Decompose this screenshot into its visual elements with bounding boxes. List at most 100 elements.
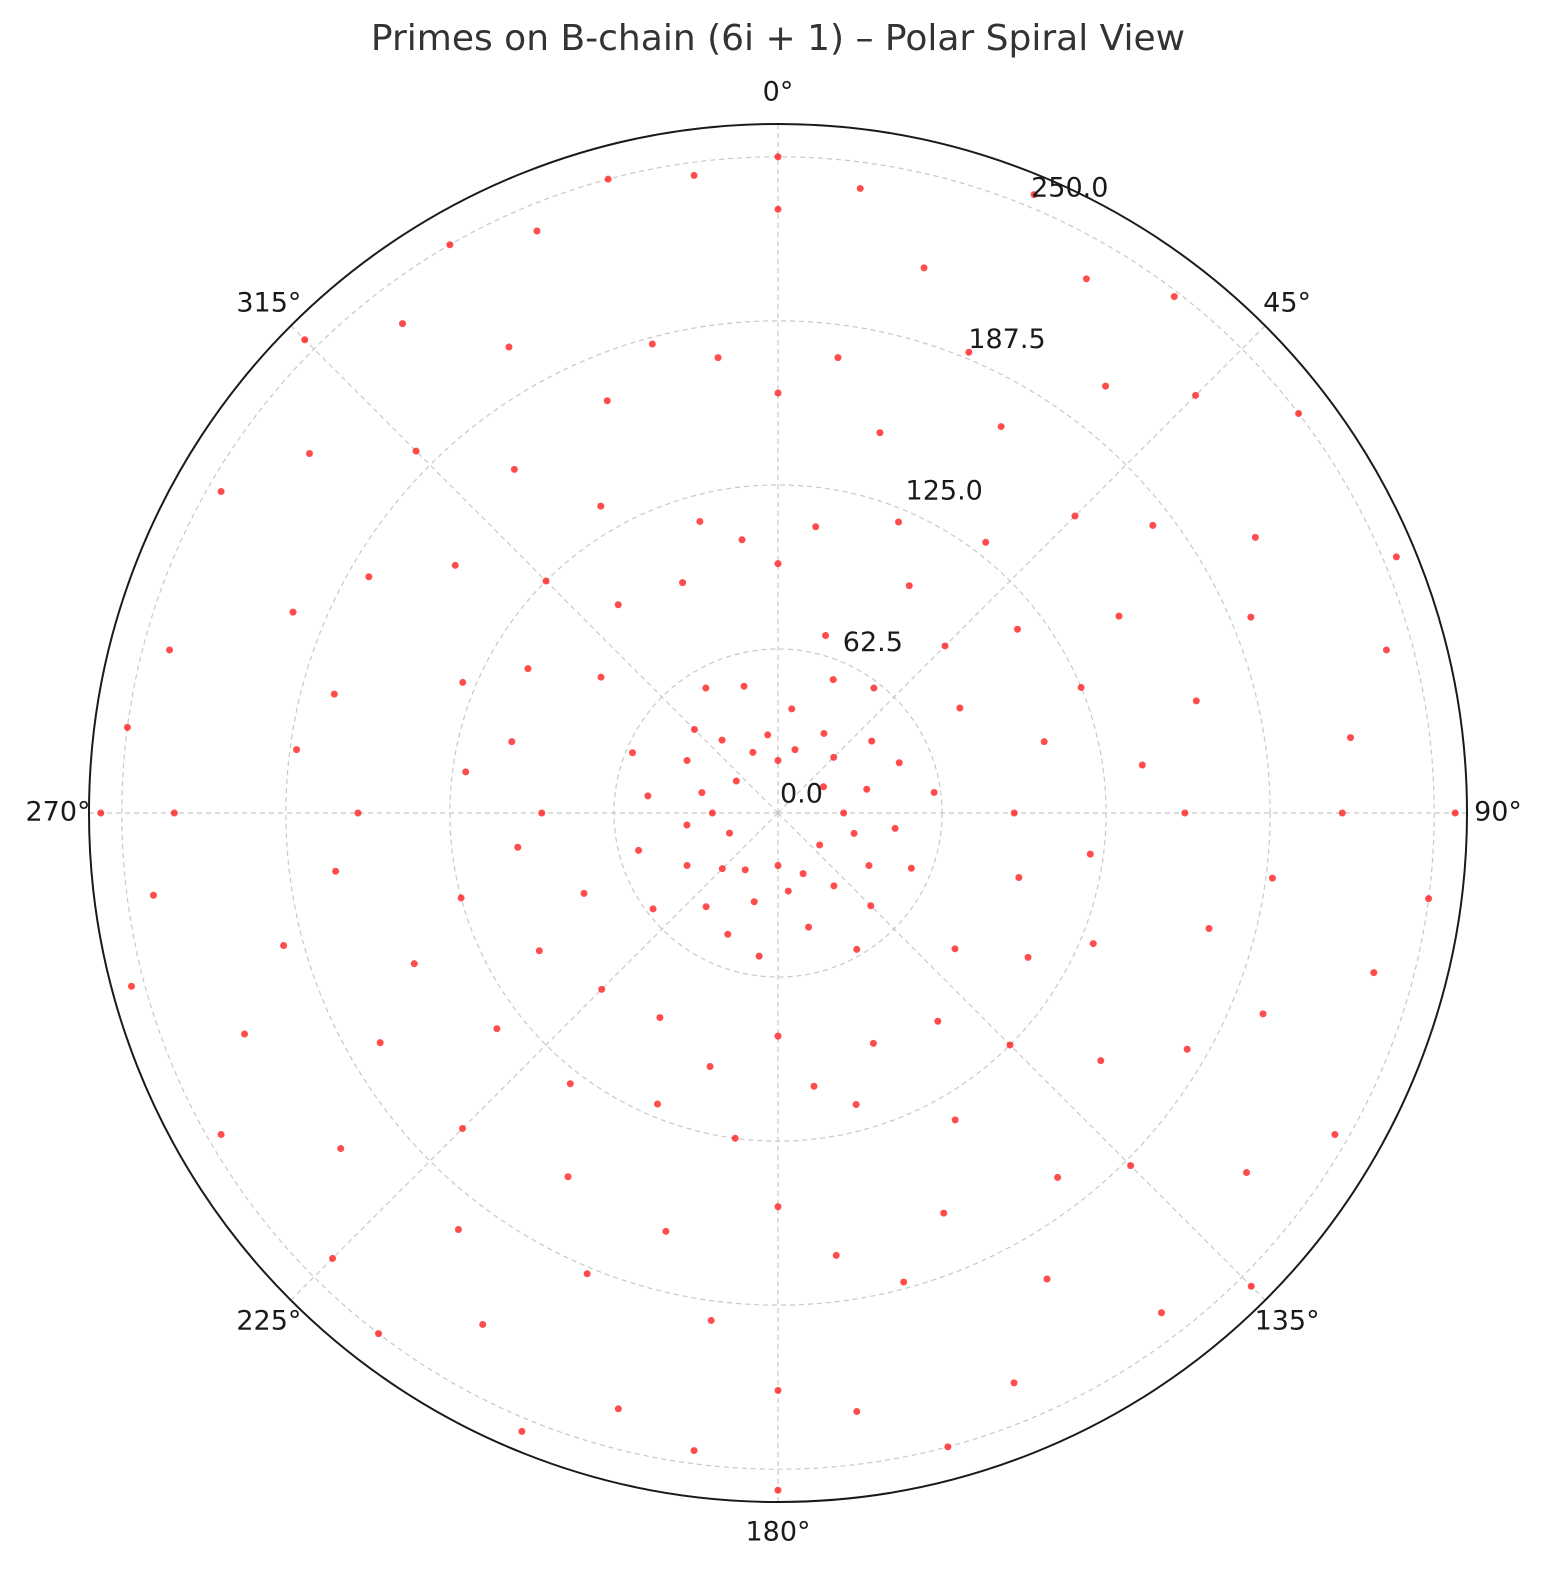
- data-point: [934, 1017, 942, 1025]
- data-point: [940, 1209, 948, 1217]
- data-point: [683, 757, 691, 765]
- data-point: [755, 952, 763, 960]
- data-point: [834, 354, 842, 362]
- data-point: [583, 1270, 591, 1278]
- data-point: [731, 1134, 739, 1142]
- data-point: [868, 737, 876, 745]
- data-point: [749, 748, 757, 756]
- data-point: [997, 423, 1005, 431]
- data-point: [822, 632, 830, 640]
- data-point: [597, 502, 605, 510]
- data-point: [399, 320, 407, 328]
- radial-tick-label: 250.0: [1031, 172, 1108, 203]
- data-point: [597, 673, 605, 681]
- data-point: [812, 523, 820, 531]
- data-point: [1205, 924, 1213, 932]
- angular-tick-label: 270°: [25, 797, 90, 828]
- data-point: [598, 985, 606, 993]
- data-point: [330, 690, 338, 698]
- data-point: [1006, 1041, 1014, 1049]
- data-point: [683, 821, 691, 829]
- data-point: [830, 882, 838, 890]
- data-point: [365, 573, 373, 581]
- data-point: [1138, 761, 1146, 769]
- data-point: [830, 753, 838, 761]
- data-point: [774, 757, 782, 765]
- data-point: [732, 777, 740, 785]
- data-point: [123, 723, 131, 731]
- data-point: [564, 1173, 572, 1181]
- data-point: [853, 945, 861, 953]
- data-point: [459, 678, 467, 686]
- data-point: [493, 1025, 501, 1033]
- data-point: [289, 608, 297, 616]
- data-point: [1043, 1275, 1051, 1283]
- data-point: [829, 676, 837, 684]
- data-point: [726, 829, 734, 837]
- data-point: [679, 579, 687, 587]
- radial-grid-circle: [285, 320, 1271, 1306]
- data-point: [1170, 293, 1178, 301]
- data-point: [1331, 1131, 1339, 1139]
- data-point: [412, 447, 420, 455]
- data-point: [982, 538, 990, 546]
- data-point: [1013, 625, 1021, 633]
- data-point: [301, 336, 309, 344]
- radial-tick-label: 0.0: [780, 779, 823, 810]
- data-point: [774, 205, 782, 213]
- data-point: [293, 746, 301, 754]
- data-point: [876, 429, 884, 437]
- data-point: [774, 1203, 782, 1211]
- radial-tick-label: 125.0: [906, 475, 983, 506]
- data-point: [1015, 874, 1023, 882]
- data-point: [1268, 874, 1276, 882]
- data-point: [774, 560, 782, 568]
- data-point: [446, 241, 454, 249]
- data-point: [867, 902, 875, 910]
- data-point: [514, 843, 522, 851]
- data-point: [1040, 738, 1048, 746]
- data-point: [1030, 191, 1038, 199]
- data-point: [774, 1032, 782, 1040]
- data-point: [696, 517, 704, 525]
- data-point: [708, 809, 716, 817]
- data-point: [799, 870, 807, 878]
- data-point: [805, 923, 813, 931]
- angular-tick-label: 90°: [1474, 797, 1522, 828]
- data-point: [791, 746, 799, 754]
- data-point: [580, 889, 588, 897]
- data-point: [788, 705, 796, 713]
- data-point: [870, 684, 878, 692]
- angular-tick-label: 180°: [745, 1517, 810, 1548]
- data-point: [764, 731, 772, 739]
- data-point: [810, 1082, 818, 1090]
- data-point: [533, 227, 541, 235]
- data-point: [774, 1486, 782, 1494]
- data-point: [1192, 391, 1200, 399]
- data-point: [510, 465, 518, 473]
- data-point: [656, 1014, 664, 1022]
- data-point: [280, 941, 288, 949]
- data-point: [410, 960, 418, 968]
- angular-grid-line: [777, 325, 1266, 814]
- data-point: [332, 867, 340, 875]
- polar-frame: [88, 123, 1468, 1503]
- data-point: [170, 809, 178, 817]
- data-point: [1127, 1162, 1135, 1170]
- data-point: [718, 865, 726, 873]
- chart-title: Primes on B-chain (6i + 1) – Polar Spira…: [371, 18, 1185, 59]
- data-point: [635, 846, 643, 854]
- data-point: [863, 785, 871, 793]
- data-point: [852, 1101, 860, 1109]
- data-point: [337, 1145, 345, 1153]
- data-point: [1338, 809, 1346, 817]
- data-point: [648, 340, 656, 348]
- data-point: [127, 982, 135, 990]
- data-point: [951, 945, 959, 953]
- data-point: [217, 487, 225, 495]
- data-point: [1024, 953, 1032, 961]
- data-point: [956, 704, 964, 712]
- data-point: [707, 1316, 715, 1324]
- data-point: [662, 1227, 670, 1235]
- data-point: [702, 684, 710, 692]
